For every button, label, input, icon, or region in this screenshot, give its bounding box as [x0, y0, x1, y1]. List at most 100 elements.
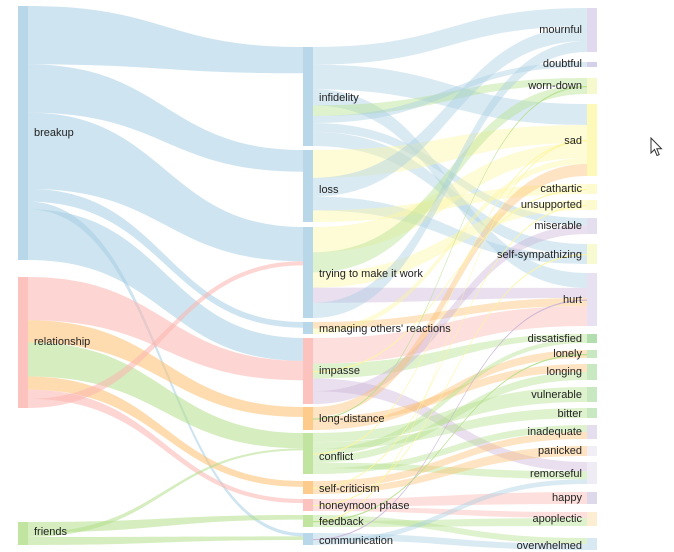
flow-trying-sad: [313, 143, 587, 253]
flow-loss-cathartic: [313, 184, 587, 222]
flow-infidelity-doubtful: [313, 62, 587, 124]
flow-thin-impasse-cathartic: [313, 189, 587, 373]
node-bitter: [587, 408, 597, 418]
flow-conflict-bitter: [313, 408, 587, 449]
label-vulnerable: vulnerable: [531, 389, 582, 401]
node-friends: [18, 522, 28, 545]
flow-selfcriticism-inadequate: [313, 432, 587, 489]
flow-thin-communication-hurt: [313, 299, 587, 541]
label-panicked: panicked: [537, 445, 582, 457]
flow-thin-honeymoon-selfsympathizing: [313, 254, 587, 507]
node-cathartic: [587, 184, 597, 194]
label-communication: communication: [319, 535, 393, 547]
label-lonely: lonely: [553, 348, 582, 360]
flow-infidelity-mournful: [313, 8, 587, 65]
flow-conflict-vulnerable: [313, 387, 587, 443]
label-conflict: conflict: [319, 451, 354, 463]
label-overwhelmed: overwhelmed: [516, 540, 582, 552]
node-sad: [587, 104, 597, 176]
label-feedback: feedback: [319, 516, 364, 528]
node-feedback: [303, 515, 313, 527]
flow-selfcriticism-panicked: [313, 446, 587, 494]
flow-friends-conflict: [28, 448, 303, 537]
flow-thin-conflict-sad: [313, 140, 587, 455]
flow-relationship-trying: [28, 261, 303, 408]
label-dissatisfied: dissatisfied: [527, 333, 582, 345]
node-overwhelmed: [587, 538, 597, 550]
label-loss: loss: [319, 184, 339, 196]
flow-longdistance-longing: [313, 364, 587, 424]
label-selfcriticism: self-criticism: [319, 483, 380, 495]
flow-trying-unsupported: [313, 200, 587, 288]
flow-conflict-inadequate: [313, 425, 587, 474]
flow-honeymoon-happy: [313, 492, 587, 507]
node-breakup: [18, 6, 28, 260]
node-infidelity: [303, 47, 313, 146]
node-communication: [303, 533, 313, 545]
flow-thin-feedback-sad: [313, 140, 587, 523]
flow-infidelity-hurt: [313, 89, 587, 288]
node-unsupported: [587, 200, 597, 210]
node-honeymoon: [303, 499, 313, 511]
label-breakup: breakup: [34, 127, 74, 139]
flow-communication-overwhelmed: [313, 533, 587, 550]
node-vulnerable: [587, 387, 597, 402]
node-selfsympathizing: [587, 244, 597, 264]
node-managing: [303, 322, 313, 334]
flow-relationship-selfcriticism: [28, 376, 303, 487]
flow-managing-hurt: [313, 297, 587, 329]
flow-thin-selfcriticism-unsupported: [313, 205, 587, 489]
label-unsupported: unsupported: [520, 199, 582, 211]
flow-infidelity-selfsympathizing: [313, 131, 587, 256]
flow-communication-remorseful: [313, 479, 587, 545]
flow-loss-sad: [313, 125, 587, 178]
flow-relationship-conflict: [28, 342, 303, 449]
label-impasse: impasse: [319, 365, 360, 377]
flow-longdistance-sad: [313, 164, 587, 417]
flow-loss-selfsympathizing: [313, 196, 587, 264]
flow-relationship-impasse: [28, 277, 303, 381]
flow-impasse-dissatisfied: [313, 334, 587, 379]
node-trying: [303, 227, 313, 318]
flow-infidelity-sad: [313, 64, 587, 125]
node-happy: [587, 492, 597, 504]
label-managing: managing others' reactions: [319, 323, 451, 335]
node-apoplectic: [587, 512, 597, 526]
label-doubtful: doubtful: [542, 58, 582, 70]
node-worndown: [587, 78, 597, 94]
node-longdistance: [303, 407, 313, 430]
flow-trying-hurt: [313, 287, 587, 303]
node-lonely: [587, 350, 597, 358]
flow-conflict-dissatisfied: [313, 338, 587, 456]
flow-longdistance-lonely: [313, 350, 587, 430]
node-loss: [303, 150, 313, 222]
label-relationship: relationship: [34, 336, 91, 348]
flow-breakup-loss: [28, 64, 303, 172]
flow-conflict-longing: [313, 372, 587, 463]
flow-honeymoon-apoplectic: [313, 506, 587, 518]
node-doubtful: [587, 62, 597, 67]
node-relationship: [18, 277, 28, 408]
flow-impasse-miserable: [313, 225, 587, 404]
node-longing: [587, 364, 597, 380]
flow-trying-worndown: [313, 84, 587, 273]
node-hurt: [587, 273, 597, 326]
flow-thin-feedback-lonely: [313, 354, 587, 523]
flow-infidelity-miserable: [313, 123, 587, 226]
node-dissatisfied: [587, 334, 597, 343]
label-bitter: bitter: [557, 408, 582, 420]
label-infidelity: infidelity: [319, 92, 359, 104]
label-cathartic: cathartic: [540, 183, 582, 195]
flow-managing-sad: [313, 158, 587, 334]
label-longing: longing: [546, 366, 582, 378]
label-sad: sad: [564, 135, 582, 147]
node-panicked: [587, 446, 597, 456]
flow-infidelity-worndown: [313, 78, 587, 116]
flow-trying-mournful: [313, 41, 587, 318]
flow-thin-longdistance-worndown: [313, 86, 587, 420]
flow-impasse-hurt: [313, 306, 587, 364]
label-apoplectic: apoplectic: [532, 513, 582, 525]
label-longdistance: long-distance: [319, 413, 385, 425]
flow-friends-communication: [28, 536, 303, 545]
